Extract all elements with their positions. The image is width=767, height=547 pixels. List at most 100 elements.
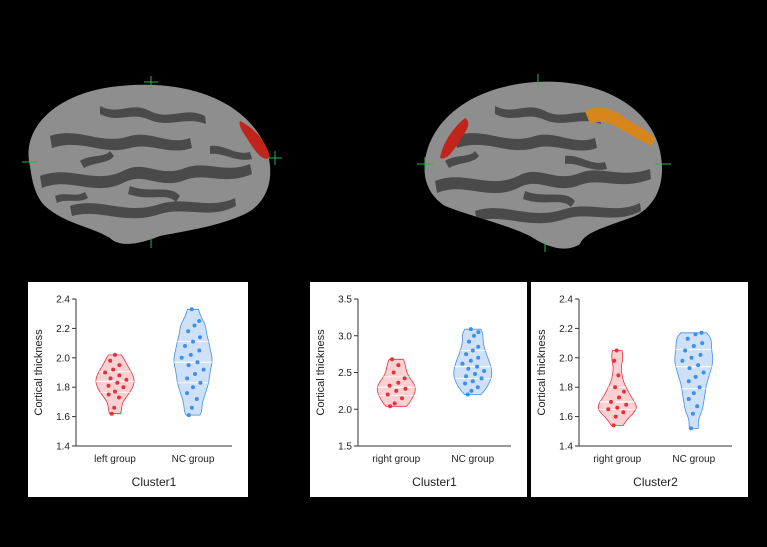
data-point <box>192 323 197 328</box>
brain-surface <box>28 84 271 244</box>
data-point <box>467 339 471 344</box>
data-point <box>115 380 120 385</box>
data-point <box>701 370 706 375</box>
left-hemisphere-brain <box>22 76 282 248</box>
data-point <box>624 402 629 407</box>
violin-chart: Cortical thickness Cluster1 1.5 2.0 2.5 3.0… <box>315 295 511 489</box>
data-point <box>185 376 190 381</box>
data-point <box>697 385 702 390</box>
data-point <box>698 352 703 357</box>
data-point <box>197 348 202 353</box>
chart-panel-left-cluster1: Cortical thickness Cluster1 1.4 1.6 1.8 2.0… <box>28 282 248 497</box>
data-point <box>403 386 408 391</box>
data-point <box>616 373 621 378</box>
data-point <box>185 391 189 396</box>
data-point <box>472 333 476 338</box>
data-point <box>468 327 473 332</box>
y-tick-label: 1.6 <box>56 412 70 423</box>
data-point <box>691 344 696 348</box>
crosshair-marker <box>22 76 282 248</box>
y-axis-title: Cortical thickness <box>315 329 327 416</box>
data-point <box>696 363 701 368</box>
y-tick-label: 1.8 <box>559 383 573 394</box>
chart-title: Cluster1 <box>132 475 177 489</box>
chart-panel-right-cluster1: Cortical thickness Cluster1 1.5 2.0 2.5 3.0… <box>310 282 527 497</box>
data-point <box>680 358 685 363</box>
data-point <box>685 336 690 341</box>
data-point <box>691 391 696 396</box>
data-point <box>464 374 468 379</box>
data-point <box>186 363 191 368</box>
data-point <box>193 372 197 376</box>
data-point <box>106 392 111 397</box>
data-point <box>686 397 691 401</box>
data-point <box>476 355 481 360</box>
data-point <box>686 379 691 384</box>
data-point <box>699 330 704 335</box>
data-point <box>609 399 613 404</box>
data-point <box>387 383 392 388</box>
violin-shape <box>95 354 135 415</box>
y-tick-label: 1.8 <box>56 383 70 394</box>
data-point <box>400 396 404 401</box>
data-point <box>473 372 477 376</box>
data-point <box>475 364 480 369</box>
violin-shape <box>453 328 493 395</box>
cluster-region <box>585 107 655 146</box>
crosshair-marker <box>417 74 671 252</box>
data-point <box>475 385 480 390</box>
data-point <box>191 339 195 344</box>
cluster-region <box>440 118 469 159</box>
data-point <box>385 392 390 397</box>
data-point <box>615 405 620 410</box>
data-point <box>464 352 469 357</box>
right-hemisphere-brain <box>417 74 671 252</box>
y-tick-label: 1.4 <box>56 442 70 453</box>
data-point <box>693 374 698 379</box>
y-tick-label: 2.4 <box>559 295 573 306</box>
data-point <box>476 330 481 335</box>
data-point <box>111 367 116 372</box>
data-point <box>117 363 122 368</box>
data-point <box>470 379 475 384</box>
violin-shape <box>674 332 714 429</box>
data-point <box>179 355 184 360</box>
y-tick-label: 2.2 <box>56 324 70 335</box>
data-point <box>112 405 117 410</box>
data-point <box>117 395 121 400</box>
violin-chart: Cortical thickness Cluster1 1.4 1.6 1.8 2.0… <box>33 295 232 489</box>
data-point <box>463 381 467 386</box>
y-axis-title: Cortical thickness <box>33 329 45 416</box>
brain-surface <box>424 81 663 249</box>
data-point <box>476 344 481 349</box>
data-point <box>186 413 191 418</box>
data-point <box>109 411 114 416</box>
x-tick-label: right group <box>372 454 420 465</box>
cluster-region <box>239 121 270 159</box>
y-tick-label: 1.4 <box>559 442 573 453</box>
data-point <box>188 352 193 357</box>
data-point <box>693 332 698 337</box>
data-point <box>198 335 202 340</box>
y-tick-label: 1.6 <box>559 412 573 423</box>
data-point <box>113 389 117 394</box>
data-point <box>121 385 126 390</box>
data-point <box>391 370 396 375</box>
data-point <box>388 404 393 409</box>
chart-title: Cluster1 <box>412 475 457 489</box>
chart-title: Cluster2 <box>633 475 678 489</box>
data-point <box>394 388 399 393</box>
data-point <box>612 358 617 363</box>
data-point <box>689 355 694 360</box>
data-point <box>106 383 111 388</box>
data-point <box>201 367 206 372</box>
data-point <box>197 319 202 323</box>
violin-shape <box>376 358 416 407</box>
data-point <box>470 348 475 353</box>
data-point <box>613 385 618 390</box>
data-point <box>621 410 626 415</box>
data-point <box>191 385 195 390</box>
chart-panel-right-cluster2: Cortical thickness Cluster2 1.4 1.6 1.8 2.0… <box>531 282 748 497</box>
data-point <box>194 397 199 401</box>
y-tick-label: 2.4 <box>56 295 70 306</box>
